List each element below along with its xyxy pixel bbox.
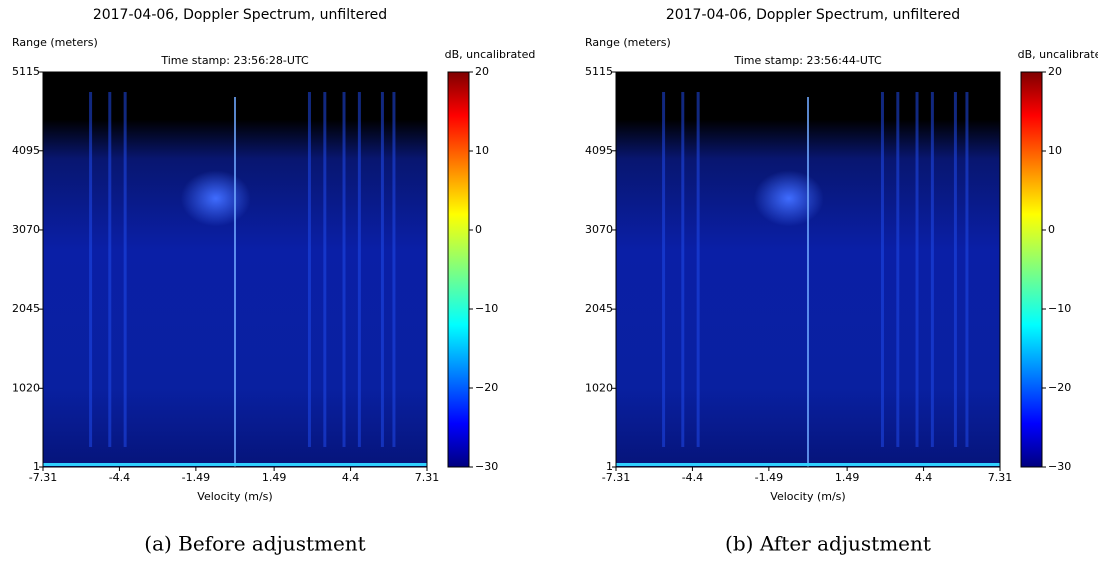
spectrum-streak (392, 92, 396, 447)
spectrum-streak (323, 92, 327, 447)
spectrum-streak (880, 92, 884, 447)
colorbar (1020, 71, 1043, 468)
y-axis-label: Range (meters) (585, 36, 671, 49)
spectrum-streak (108, 92, 112, 447)
x-tick-label: 1.49 (835, 471, 860, 484)
spectrum-streak (380, 92, 384, 447)
colorbar-tick-label: 20 (475, 65, 489, 78)
x-tick-label: 7.31 (415, 471, 440, 484)
spectrum-streak (915, 92, 919, 447)
caption: (a) Before adjustment (144, 532, 365, 556)
chart-title: 2017-04-06, Doppler Spectrum, unfiltered (93, 7, 387, 23)
panel: 2017-04-06, Doppler Spectrum, unfiltered… (12, 7, 535, 556)
spectrum-streak (930, 92, 934, 447)
y-tick-label: 3070 (12, 223, 40, 236)
y-tick-label: 2045 (12, 302, 40, 315)
chart-title: 2017-04-06, Doppler Spectrum, unfiltered (666, 7, 960, 23)
y-tick-label: 4095 (585, 144, 613, 157)
colorbar-tick-label: 10 (1048, 144, 1062, 157)
x-tick-label: -7.31 (29, 471, 57, 484)
colorbar-tick-label: −10 (1048, 302, 1071, 315)
y-axis-label: Range (meters) (12, 36, 98, 49)
x-tick-label: -1.49 (182, 471, 210, 484)
spectrum-echo (753, 170, 824, 227)
x-tick-label: 4.4 (342, 471, 360, 484)
x-axis-label: Velocity (m/s) (197, 490, 272, 503)
colorbar-label: dB, uncalibrated (445, 48, 536, 61)
x-tick-label: -4.4 (682, 471, 703, 484)
colorbar-tick-label: 20 (1048, 65, 1062, 78)
y-tick-label: 1020 (12, 381, 40, 394)
y-tick-label: 1 (606, 460, 613, 473)
spectrum-streak (965, 92, 969, 447)
spectrum-streak (681, 92, 685, 447)
spectrum-floor (616, 463, 1000, 466)
spectrum-floor (43, 463, 427, 466)
spectrum-streak (307, 92, 311, 447)
spectrum-streak (662, 92, 666, 447)
y-tick-label: 2045 (585, 302, 613, 315)
y-tick-label: 4095 (12, 144, 40, 157)
colorbar-tick-label: −10 (475, 302, 498, 315)
y-tick-label: 5115 (585, 65, 613, 78)
y-tick-label: 1020 (585, 381, 613, 394)
plot-frame (615, 71, 1001, 468)
subtitle: Time stamp: 23:56:44-UTC (733, 54, 882, 67)
subtitle: Time stamp: 23:56:28-UTC (160, 54, 309, 67)
x-tick-label: -7.31 (602, 471, 630, 484)
colorbar-tick-label: −20 (475, 381, 498, 394)
x-tick-label: -4.4 (109, 471, 130, 484)
x-axis-label: Velocity (m/s) (770, 490, 845, 503)
spectrum-streak (123, 92, 127, 447)
y-tick-label: 3070 (585, 223, 613, 236)
plot-frame (42, 71, 428, 468)
x-tick-label: -1.49 (755, 471, 783, 484)
spectrum-streak (89, 92, 93, 447)
colorbar-tick-label: −30 (1048, 460, 1071, 473)
colorbar-tick-label: 0 (1048, 223, 1055, 236)
spectrum-streak (342, 92, 346, 447)
spectrum-streak (357, 92, 361, 447)
spectrum-echo (180, 170, 251, 227)
x-tick-label: 1.49 (262, 471, 287, 484)
colorbar-tick-label: −30 (475, 460, 498, 473)
x-tick-label: 7.31 (988, 471, 1013, 484)
colorbar-tick-label: 0 (475, 223, 482, 236)
caption: (b) After adjustment (725, 532, 931, 556)
y-tick-label: 1 (33, 460, 40, 473)
colorbar (447, 71, 470, 468)
spectrum-center (807, 97, 809, 467)
colorbar-label: dB, uncalibrated (1018, 48, 1098, 61)
spectrum-center (234, 97, 236, 467)
colorbar-tick-label: −20 (1048, 381, 1071, 394)
panel: 2017-04-06, Doppler Spectrum, unfiltered… (585, 7, 1098, 556)
spectrum-streak (953, 92, 957, 447)
x-tick-label: 4.4 (915, 471, 933, 484)
colorbar-tick-label: 10 (475, 144, 489, 157)
y-tick-label: 5115 (12, 65, 40, 78)
spectrum-streak (896, 92, 900, 447)
spectrum-streak (696, 92, 700, 447)
